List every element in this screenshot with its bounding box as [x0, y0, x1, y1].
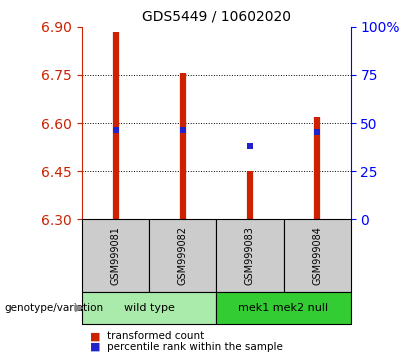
Text: GSM999083: GSM999083 [245, 226, 255, 285]
Bar [216, 219, 284, 292]
Bar [284, 219, 351, 292]
Text: transformed count: transformed count [107, 331, 205, 341]
Bar [82, 219, 149, 292]
Text: ■: ■ [90, 331, 101, 341]
Text: percentile rank within the sample: percentile rank within the sample [107, 342, 283, 352]
Text: mek1 mek2 null: mek1 mek2 null [239, 303, 328, 313]
Text: ■: ■ [90, 342, 101, 352]
Text: genotype/variation: genotype/variation [4, 303, 103, 313]
Bar [216, 292, 351, 324]
Text: GSM999081: GSM999081 [110, 226, 121, 285]
Text: ▶: ▶ [75, 303, 83, 313]
Text: wild type: wild type [123, 303, 175, 313]
Text: GSM999082: GSM999082 [178, 226, 188, 285]
Bar [82, 292, 216, 324]
Bar [149, 219, 216, 292]
Text: GSM999084: GSM999084 [312, 226, 322, 285]
Title: GDS5449 / 10602020: GDS5449 / 10602020 [142, 10, 291, 24]
